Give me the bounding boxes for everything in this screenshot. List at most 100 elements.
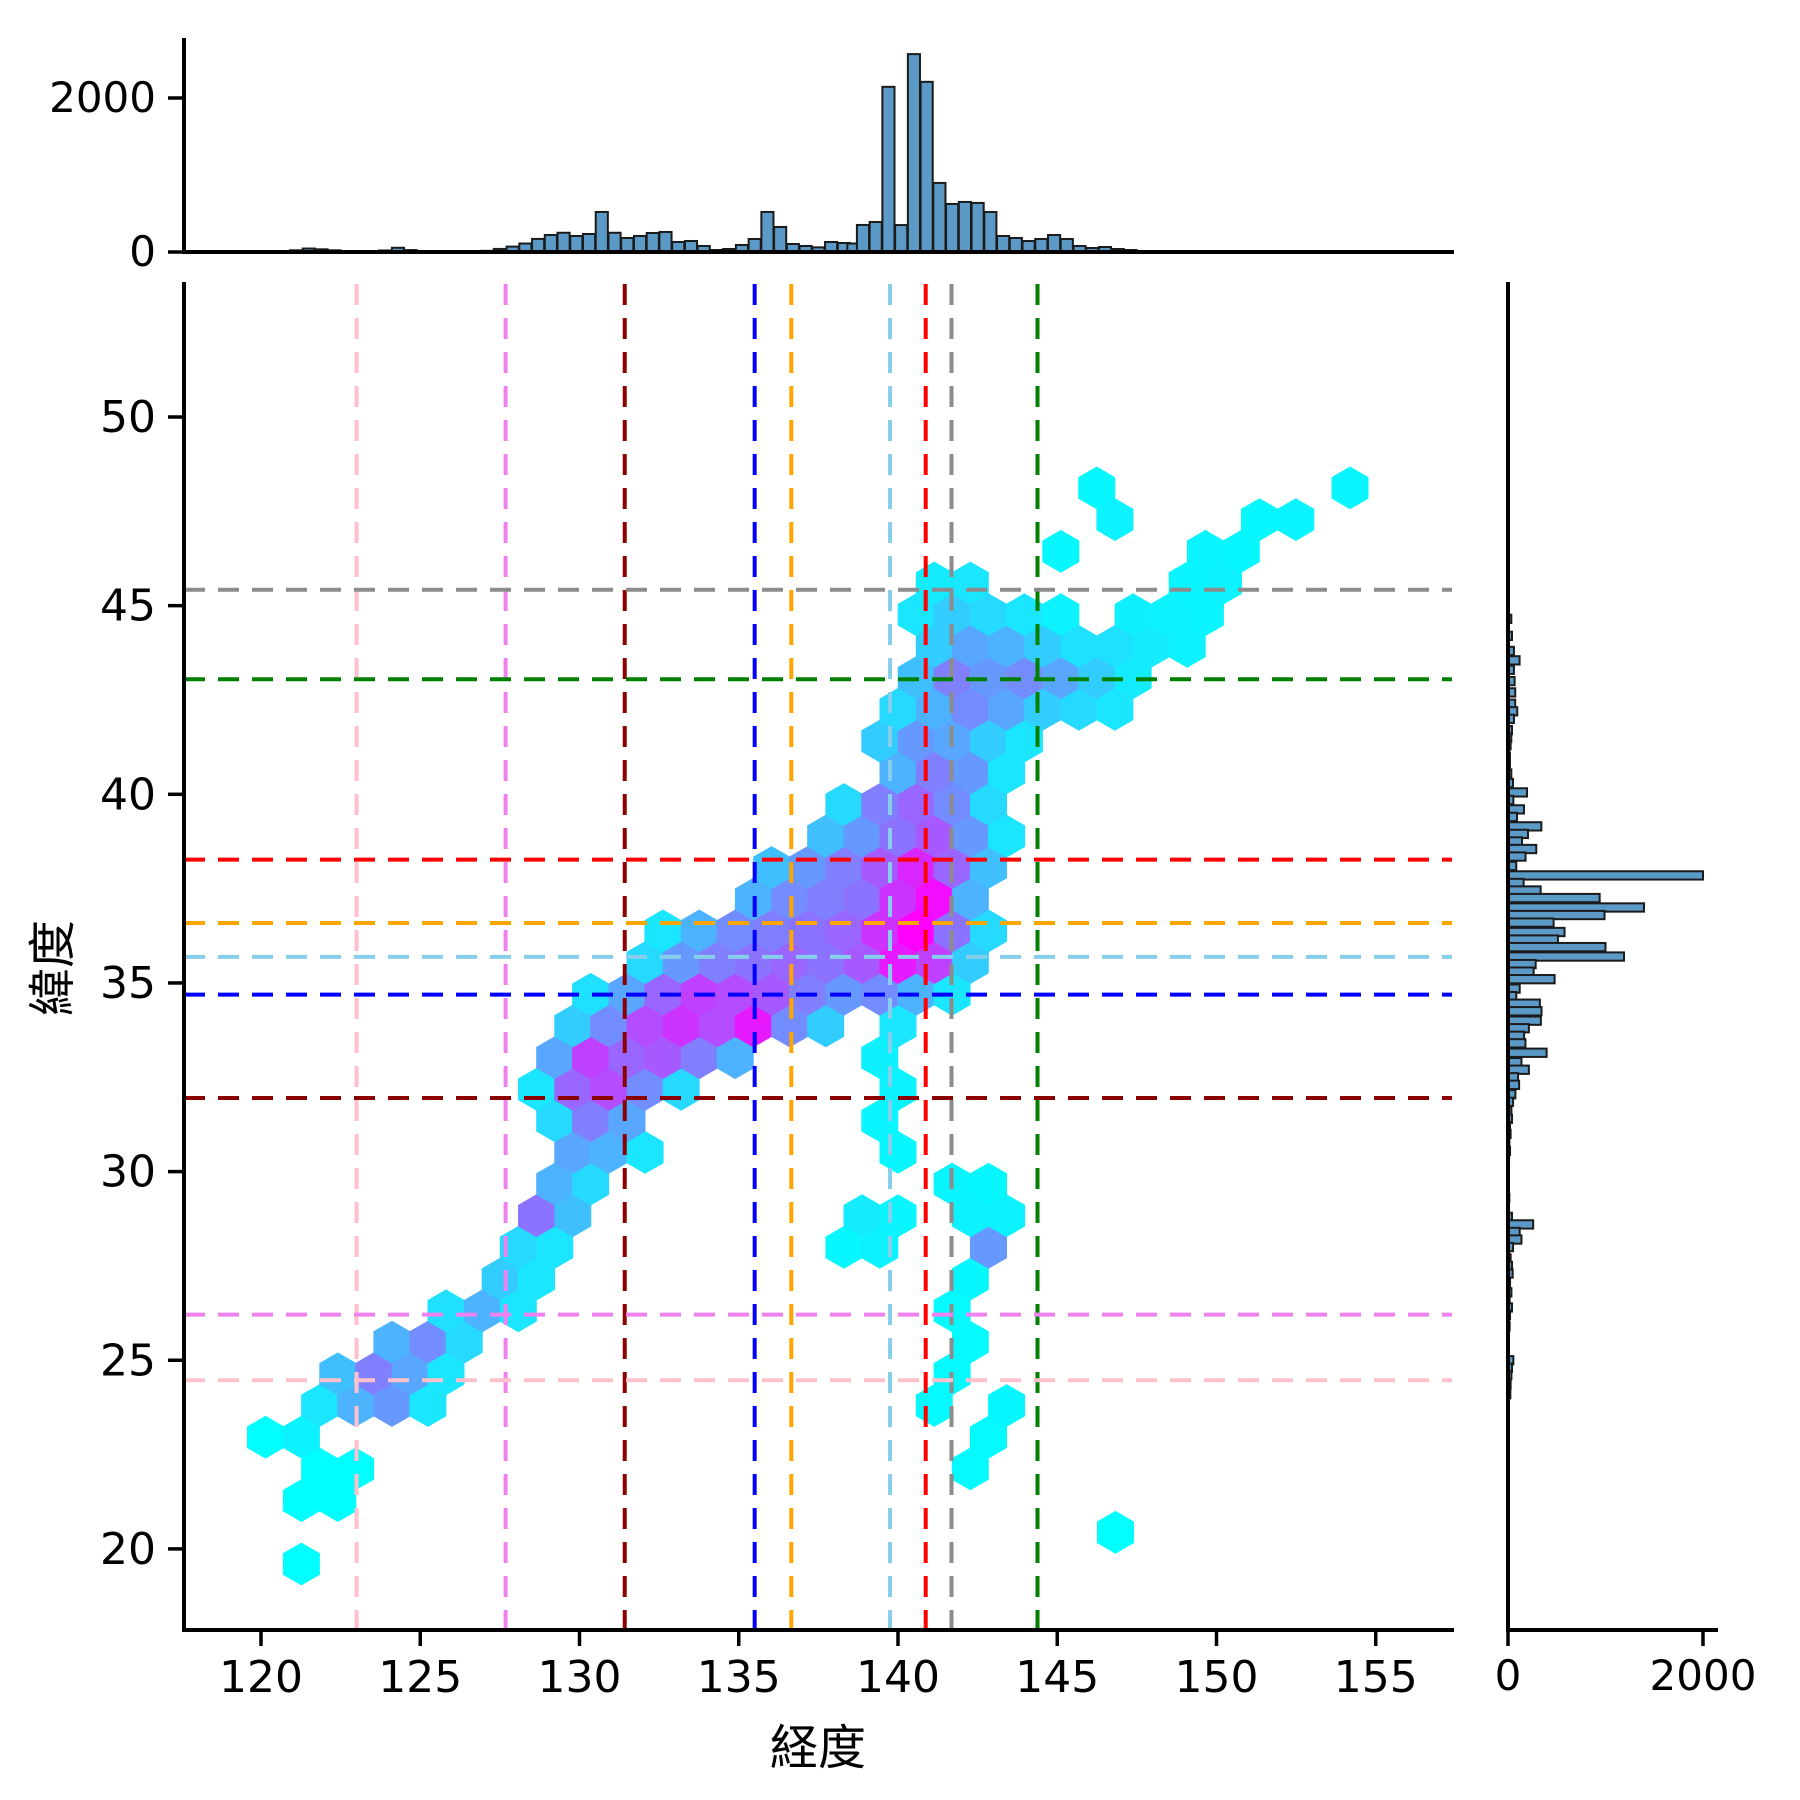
hexbin-cell (427, 1289, 465, 1333)
hexbin-cell (680, 909, 718, 953)
x-hist-bar (957, 200, 972, 253)
tick-label: 155 (1334, 1652, 1418, 1703)
hexbin-cell (319, 1479, 357, 1522)
tick-label: 125 (378, 1652, 462, 1703)
hexbin-cell (445, 1320, 483, 1364)
hexbin-cell (1114, 593, 1152, 637)
hexbin-cell (301, 1384, 339, 1427)
x-axis-label: 経度 (769, 1720, 866, 1776)
hexbin-cell (1205, 561, 1242, 605)
tick-label: 45 (100, 581, 156, 632)
hexbin-cell (825, 909, 863, 953)
x-hist-bar (919, 80, 934, 253)
tick-label: 0 (129, 227, 156, 276)
hexbin-cell (951, 814, 989, 858)
hexbin-cell (554, 1194, 592, 1238)
hexbin-cell (536, 1162, 574, 1206)
hexbin-cell (843, 814, 881, 858)
hexbin-cell (626, 941, 664, 984)
hexbin-cell (644, 1036, 682, 1080)
x-hist-bar (594, 210, 609, 254)
hexbin-cell (1096, 688, 1134, 731)
hexbin-cell (789, 909, 826, 953)
hexbin-cell (988, 625, 1026, 668)
x-hist-bar (569, 234, 584, 253)
x-hist-bar (945, 202, 960, 253)
hexbin-cell (1168, 625, 1206, 668)
hexbin-cell (463, 1289, 501, 1333)
y-hist-bar (1507, 941, 1607, 953)
hexbin-cell (843, 1194, 881, 1238)
hexbin-cell (518, 1194, 555, 1238)
x-hist-bar (983, 210, 998, 254)
hexbin-cell (698, 1004, 736, 1048)
tick-label: 40 (100, 769, 156, 820)
x-hist-bar (620, 236, 635, 253)
hexbin-cell (970, 783, 1007, 826)
tick-label: 120 (219, 1652, 303, 1703)
hexbin-cell (1186, 593, 1224, 637)
hexbin-cell (409, 1384, 447, 1427)
hexbin-cell (662, 1004, 700, 1048)
hexbin-cell (698, 941, 736, 984)
hexbin-cell (734, 941, 772, 984)
hexbin-cell (843, 877, 881, 921)
hexbin-cell (807, 941, 845, 984)
hexbin-cell (1168, 561, 1206, 605)
x-hist-bar (855, 223, 871, 254)
hexbin-cell (373, 1384, 411, 1427)
hexbin-cell (1005, 719, 1043, 763)
x-hist-bar (970, 201, 985, 254)
x-hist-bar (868, 220, 883, 254)
hexbin-cell (825, 1226, 863, 1269)
hexbin-cell (951, 1194, 989, 1238)
hexbin-cell (608, 1036, 646, 1080)
hexbin-cell (1096, 625, 1134, 668)
top-marginal-histogram (276, 53, 1176, 254)
hexbin-cell (355, 1352, 393, 1396)
tick-label: 0 (1495, 1651, 1522, 1700)
hexbin-cell (1241, 498, 1278, 541)
hexbin-cell (282, 1542, 320, 1586)
hexbin-cell (970, 909, 1007, 953)
hexbin-cell (1060, 625, 1098, 668)
hexbin-cell (734, 1004, 772, 1048)
hexbin-cell (1060, 688, 1098, 731)
hexbin-cell (951, 625, 989, 668)
hexbin-cell (988, 688, 1026, 731)
hexbin-cell (1078, 466, 1116, 510)
x-hist-bar (632, 234, 648, 253)
hexbin-cell (807, 1004, 845, 1048)
y-axis-label: 緯度 (25, 920, 81, 1017)
x-hist-bar (1047, 233, 1062, 254)
hexbin-cell (988, 814, 1026, 858)
hexbin-cell (1114, 656, 1152, 700)
hexbin-cell (716, 1036, 754, 1080)
hexbin-cell (554, 1131, 592, 1174)
hexbin-cell (554, 1004, 592, 1048)
hexbin-cell (897, 783, 935, 826)
tick-label: 2000 (1650, 1651, 1757, 1700)
hexbin-cell (1150, 593, 1188, 637)
x-hist-bar (881, 85, 896, 253)
x-hist-bar (543, 233, 558, 254)
hexbin-layer (247, 466, 1369, 1586)
tick-label: 50 (100, 392, 156, 443)
hexbin-cell (1042, 656, 1080, 700)
hexbin-cell (1005, 656, 1043, 700)
hexbin-cell (644, 909, 682, 953)
hexbin-cell (1277, 498, 1315, 541)
hexbin-cell (518, 1257, 555, 1301)
hexbin-cell (626, 1131, 664, 1174)
tick-label: 35 (100, 958, 156, 1009)
hexbin-cell (572, 1036, 610, 1080)
hexbin-cell (1042, 529, 1080, 573)
hexbin-cell (1078, 656, 1116, 700)
hexbin-cell (951, 1320, 989, 1364)
x-hist-bar (582, 232, 597, 253)
hexbin-cell (933, 593, 971, 637)
tick-label: 2000 (49, 73, 156, 122)
x-hist-bar (645, 231, 660, 254)
tick-label: 20 (100, 1524, 156, 1575)
hexbin-cell (988, 751, 1026, 795)
